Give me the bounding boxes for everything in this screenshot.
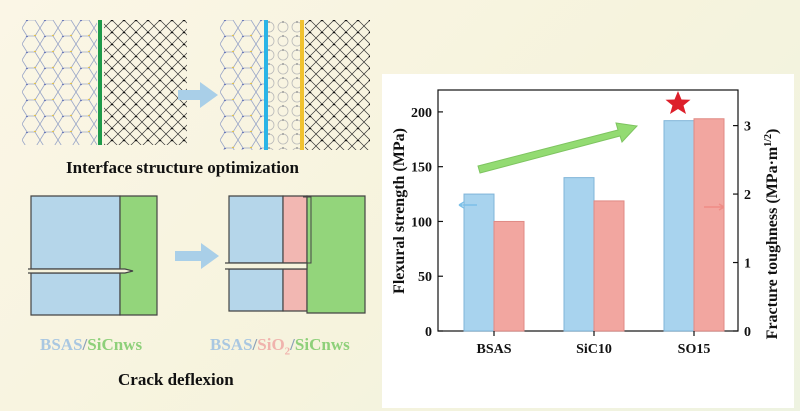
sio2-layer	[268, 20, 300, 150]
y-tick-label: 0	[425, 325, 432, 340]
y-tick-label: 50	[418, 270, 432, 285]
crack-schematic-after	[225, 195, 366, 314]
bar-left-sic10	[563, 177, 595, 332]
y2-tick-label: 3	[744, 120, 751, 135]
y2-tick-label: 1	[744, 257, 751, 272]
y2-tick-label: 2	[744, 188, 751, 203]
y-tick-label: 150	[411, 161, 432, 176]
interface-schematic-after	[220, 20, 370, 150]
interface-line-green	[98, 20, 102, 145]
process-arrow-bottom	[175, 243, 219, 269]
label-separator: /	[82, 335, 88, 354]
y-axis-label: Flexural strength (MPa)	[391, 128, 408, 294]
star-icon	[665, 91, 691, 114]
y2-tick-label: 0	[744, 325, 751, 340]
label-sio2: SiO	[257, 335, 285, 354]
y-tick-label: 200	[411, 106, 432, 121]
label-sio2-sub: 2	[284, 345, 291, 358]
y-tick-label: 100	[411, 215, 432, 230]
interface-schematic-before	[22, 20, 187, 145]
y2-axis-label: Fracture toughness (MPa·m1/2)	[763, 129, 781, 340]
caption-crack-deflexion: Crack deflexion	[118, 370, 234, 389]
x-tick-label: BSAS	[476, 342, 511, 357]
crack-schematic-before	[28, 195, 158, 316]
label-sicnws: SiCnws	[87, 335, 143, 354]
x-tick-label: SiC10	[576, 342, 612, 357]
caption-interface-optimization: Interface structure optimization	[66, 158, 299, 177]
label-bsas: BSAS	[40, 335, 83, 354]
sicnws-lattice	[104, 20, 187, 145]
right-axis-arrow	[704, 203, 725, 211]
label-separator: /	[252, 335, 258, 354]
bar-left-so15	[663, 120, 695, 332]
interface-line-blue	[264, 20, 268, 150]
bar-chart: 0 50 100 150 200 0 1 2 3 BSAS SiC10 SO15 Flexural s…	[391, 89, 781, 357]
label-separator: /	[290, 335, 295, 354]
trend-arrow	[477, 122, 639, 174]
interface-line-yellow	[300, 20, 304, 150]
sicnws-lattice	[305, 20, 370, 150]
bsas-lattice	[220, 20, 264, 150]
label-sicnws: SiCnws	[294, 335, 350, 354]
bsas-lattice	[22, 20, 97, 145]
process-arrow-top	[178, 82, 218, 108]
label-bsas-sicnws: BSAS/SiCnws	[40, 335, 142, 355]
left-axis-arrow	[458, 201, 477, 209]
bar-right-so15	[693, 118, 725, 332]
bar-right-sic10	[593, 200, 625, 332]
bar-left-bsas	[463, 193, 495, 332]
label-bsas: BSAS	[210, 335, 253, 354]
bar-right-bsas	[493, 220, 525, 332]
label-bsas-sio2-sicnws: BSAS/SiO2/SiCnws	[210, 335, 350, 357]
x-tick-label: SO15	[678, 342, 711, 357]
